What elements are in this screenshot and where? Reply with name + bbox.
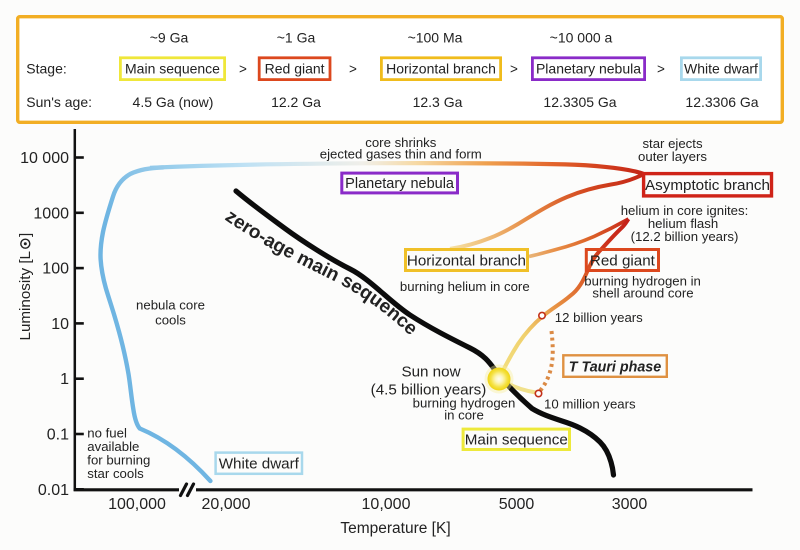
- svg-text:12 billion years: 12 billion years: [555, 310, 643, 325]
- svg-text:star ejects: star ejects: [642, 136, 703, 151]
- svg-text:0.1: 0.1: [47, 427, 69, 444]
- svg-text:T Tauri phase: T Tauri phase: [569, 359, 661, 375]
- svg-text:20,000: 20,000: [202, 496, 251, 513]
- svg-text:100,000: 100,000: [108, 496, 166, 513]
- svg-text:5000: 5000: [499, 496, 535, 513]
- svg-text:for burning: for burning: [87, 453, 150, 468]
- svg-text:Horizontal branch: Horizontal branch: [386, 61, 496, 77]
- svg-text:1: 1: [60, 371, 69, 388]
- svg-text:~9 Ga: ~9 Ga: [150, 30, 189, 46]
- svg-text:Planetary nebula: Planetary nebula: [536, 61, 641, 77]
- svg-text:burning helium in core: burning helium in core: [400, 279, 530, 294]
- svg-text:10 000: 10 000: [20, 150, 69, 167]
- svg-text:outer layers: outer layers: [638, 149, 707, 164]
- svg-text:Red giant: Red giant: [590, 252, 656, 269]
- svg-text:Horizontal branch: Horizontal branch: [407, 252, 526, 269]
- svg-text:White dwarf: White dwarf: [219, 456, 300, 473]
- svg-text:nebula core: nebula core: [136, 298, 205, 313]
- svg-text:1000: 1000: [33, 205, 69, 222]
- svg-text:Main sequence: Main sequence: [465, 432, 568, 449]
- svg-text:ejected gases thin and form: ejected gases thin and form: [320, 147, 482, 162]
- svg-text:cools: cools: [155, 313, 186, 328]
- svg-text:burning hydrogen in: burning hydrogen in: [584, 274, 701, 289]
- svg-text:>: >: [239, 61, 247, 76]
- svg-text:Sun now: Sun now: [401, 363, 460, 380]
- svg-text:12.3306 Ga: 12.3306 Ga: [685, 94, 758, 110]
- svg-text:100: 100: [42, 261, 69, 278]
- svg-text:helium in core ignites:: helium in core ignites:: [621, 203, 749, 218]
- svg-text:4.5 Ga (now): 4.5 Ga (now): [133, 94, 214, 110]
- svg-text:12.2 Ga: 12.2 Ga: [271, 94, 321, 110]
- svg-text:core shrinks: core shrinks: [365, 135, 436, 150]
- svg-text:10: 10: [51, 316, 69, 333]
- svg-text:~1 Ga: ~1 Ga: [277, 30, 316, 46]
- svg-text:~10 000 a: ~10 000 a: [550, 30, 613, 46]
- svg-text:>: >: [349, 61, 357, 76]
- svg-text:available: available: [87, 439, 139, 454]
- svg-text:10,000: 10,000: [362, 496, 411, 513]
- svg-text:~100 Ma: ~100 Ma: [408, 30, 463, 46]
- svg-text:Sun's age:: Sun's age:: [26, 94, 92, 110]
- svg-text:12.3305 Ga: 12.3305 Ga: [543, 94, 616, 110]
- svg-text:]: ]: [17, 233, 34, 237]
- svg-text:in core: in core: [444, 407, 484, 422]
- svg-text:Stage:: Stage:: [26, 61, 66, 77]
- svg-text:burning hydrogen: burning hydrogen: [413, 395, 516, 410]
- svg-text:Planetary nebula: Planetary nebula: [345, 176, 455, 192]
- svg-text:Red giant: Red giant: [265, 61, 325, 77]
- svg-text:Temperature [K]: Temperature [K]: [340, 520, 450, 537]
- svg-text:0.01: 0.01: [38, 482, 69, 499]
- svg-text:zero-age main sequence: zero-age main sequence: [221, 206, 421, 340]
- svg-text:Asymptotic branch: Asymptotic branch: [645, 177, 770, 194]
- svg-text:shell around core: shell around core: [592, 286, 693, 301]
- svg-text:12.3 Ga: 12.3 Ga: [413, 94, 463, 110]
- svg-text:Luminosity [L: Luminosity [L: [17, 251, 34, 340]
- svg-text:>: >: [657, 61, 665, 76]
- svg-text:>: >: [510, 61, 518, 76]
- svg-text:helium flash: helium flash: [648, 216, 718, 231]
- svg-text:star cools: star cools: [87, 466, 144, 481]
- svg-text:(4.5 billion years): (4.5 billion years): [371, 381, 487, 398]
- svg-text:no fuel: no fuel: [87, 426, 127, 441]
- svg-text:(12.2 billion years): (12.2 billion years): [631, 229, 739, 244]
- svg-text:White dwarf: White dwarf: [684, 61, 758, 77]
- svg-text:3000: 3000: [612, 496, 648, 513]
- svg-text:Main sequence: Main sequence: [125, 61, 220, 77]
- svg-text:10 million years: 10 million years: [544, 397, 636, 412]
